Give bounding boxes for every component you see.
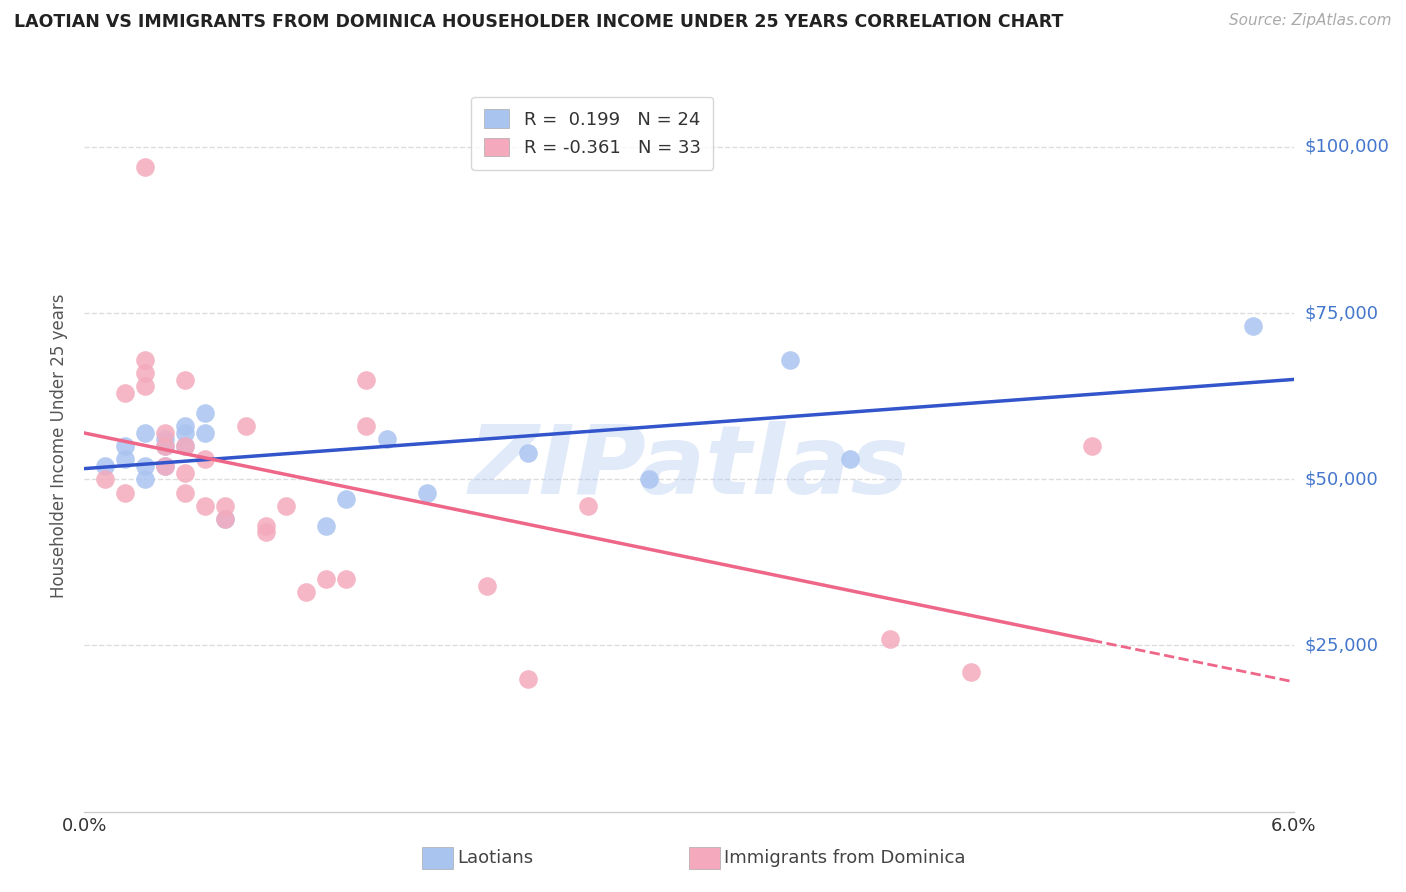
Text: Source: ZipAtlas.com: Source: ZipAtlas.com [1229,13,1392,29]
Point [114,385,136,400]
Point [134,160,156,174]
Point [194,406,217,420]
Point [174,425,197,440]
Point [214,512,236,526]
Point [315,572,337,586]
Point [174,485,197,500]
Point [93,472,115,486]
Point [416,485,439,500]
Text: $50,000: $50,000 [1305,470,1378,488]
Point [879,632,901,646]
Text: Laotians: Laotians [457,849,533,867]
Point [254,518,277,533]
Point [637,472,659,486]
Point [114,439,136,453]
Point [194,452,217,467]
Point [375,433,398,447]
Point [153,425,176,440]
Point [134,352,156,367]
Point [1241,319,1264,334]
Point [153,458,176,473]
Point [134,458,156,473]
Point [153,439,176,453]
Text: $100,000: $100,000 [1305,137,1389,156]
Point [134,379,156,393]
Point [153,433,176,447]
Point [235,419,257,434]
Point [335,572,357,586]
Point [356,419,378,434]
Point [174,466,197,480]
Point [194,499,217,513]
Point [477,579,499,593]
Point [174,439,197,453]
Point [153,458,176,473]
Point [214,499,236,513]
Y-axis label: Householder Income Under 25 years: Householder Income Under 25 years [51,293,69,599]
Text: LAOTIAN VS IMMIGRANTS FROM DOMINICA HOUSEHOLDER INCOME UNDER 25 YEARS CORRELATIO: LAOTIAN VS IMMIGRANTS FROM DOMINICA HOUS… [14,13,1063,31]
Point [114,452,136,467]
Point [335,492,357,507]
Point [134,472,156,486]
Point [516,445,538,459]
Legend: R =  0.199   N = 24, R = -0.361   N = 33: R = 0.199 N = 24, R = -0.361 N = 33 [471,96,713,169]
Point [960,665,983,679]
Point [153,439,176,453]
Point [174,439,197,453]
Point [174,372,197,386]
Point [576,499,599,513]
Point [194,425,217,440]
Point [214,512,236,526]
Point [114,485,136,500]
Point [295,585,318,599]
Point [274,499,297,513]
Point [134,425,156,440]
Text: $25,000: $25,000 [1305,637,1379,655]
Point [254,525,277,540]
Text: ZIPatlas: ZIPatlas [468,421,910,515]
Text: $75,000: $75,000 [1305,304,1379,322]
Point [315,518,337,533]
Point [1081,439,1104,453]
Text: Immigrants from Dominica: Immigrants from Dominica [724,849,966,867]
Point [356,372,378,386]
Point [516,672,538,686]
Point [174,419,197,434]
Point [779,352,801,367]
Point [839,452,862,467]
Point [134,366,156,380]
Point [93,458,115,473]
